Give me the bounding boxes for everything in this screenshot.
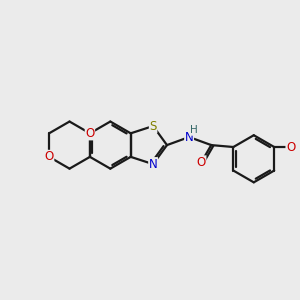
Text: O: O: [286, 140, 295, 154]
Text: N: N: [185, 130, 194, 143]
Text: O: O: [196, 156, 206, 169]
Text: N: N: [149, 158, 158, 171]
Text: O: O: [44, 150, 54, 164]
Text: O: O: [85, 127, 94, 140]
Text: H: H: [190, 125, 198, 135]
Text: S: S: [149, 119, 157, 133]
